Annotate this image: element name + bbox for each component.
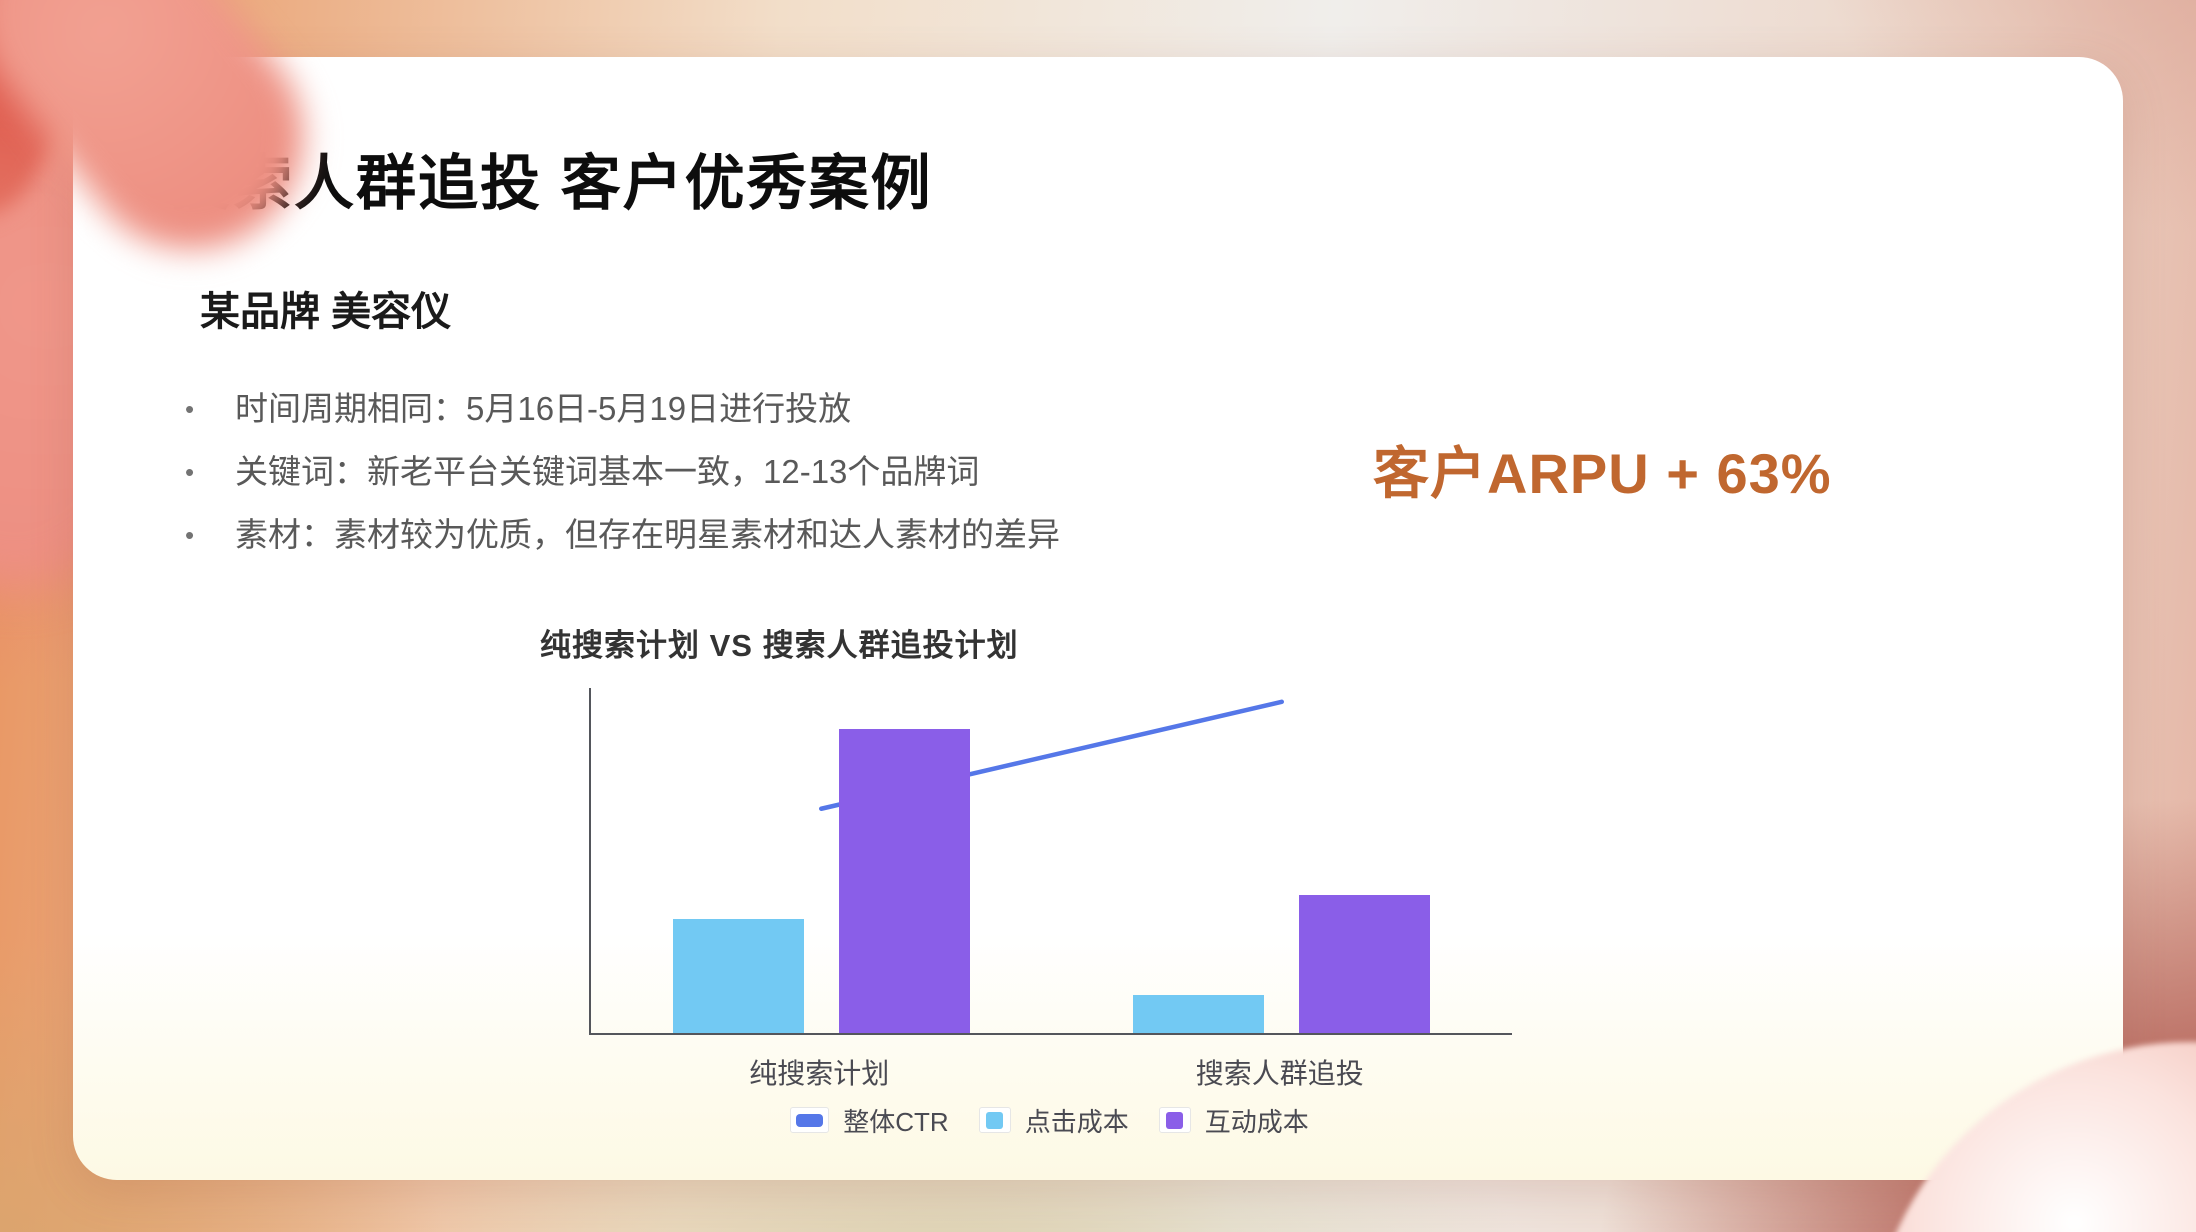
bullet-text: 时间周期相同：5月16日-5月19日进行投放 — [235, 390, 852, 427]
legend-label: 点击成本 — [1024, 1106, 1129, 1137]
bullet-list: • 时间周期相同：5月16日-5月19日进行投放 • 关键词：新老平台关键词基本… — [185, 387, 1235, 576]
legend-bar-marker-icon — [1158, 1107, 1191, 1133]
slide-title: 搜索人群追投 客户优秀案例 — [170, 150, 933, 217]
bullet-item: • 关键词：新老平台关键词基本一致，12-13个品牌词 — [185, 450, 1235, 494]
bullet-item: • 素材：素材较为优质，但存在明星素材和达人素材的差异 — [185, 513, 1235, 557]
x-axis-labels: 纯搜索计划 搜索人群追投 — [589, 1052, 1510, 1092]
bullet-dot-icon: • — [185, 457, 195, 487]
chart-legend: 整体CTR 点击成本 互动成本 — [589, 1103, 1510, 1137]
bullet-dot-icon: • — [185, 520, 195, 550]
bar-互动成本 — [838, 729, 970, 1033]
x-axis-label: 搜索人群追投 — [1195, 1058, 1364, 1089]
chart-title: 纯搜索计划 VS 搜索人群追投计划 — [540, 628, 1019, 663]
slide-card: 搜索人群追投 客户优秀案例 某品牌 美容仪 • 时间周期相同：5月16日-5月1… — [73, 57, 2123, 1180]
chart-plot — [589, 688, 1512, 1035]
bar-点击成本 — [672, 919, 804, 1033]
bar-互动成本 — [1299, 895, 1431, 1033]
legend-item-互动成本: 互动成本 — [1158, 1102, 1309, 1139]
bullet-text: 关键词：新老平台关键词基本一致，12-13个品牌词 — [235, 453, 980, 490]
legend-item-点击成本: 点击成本 — [978, 1102, 1129, 1139]
arpu-highlight: 客户ARPU + 63% — [1373, 442, 1832, 505]
bullet-dot-icon: • — [185, 394, 195, 424]
bar-点击成本 — [1133, 995, 1265, 1033]
legend-item-整体CTR: 整体CTR — [790, 1102, 949, 1139]
x-axis-label: 纯搜索计划 — [749, 1058, 890, 1089]
legend-label: 互动成本 — [1204, 1106, 1309, 1137]
bullet-item: • 时间周期相同：5月16日-5月19日进行投放 — [185, 387, 1235, 431]
legend-label: 整体CTR — [843, 1106, 949, 1137]
bullet-text: 素材：素材较为优质，但存在明星素材和达人素材的差异 — [235, 516, 1060, 553]
legend-bar-marker-icon — [978, 1107, 1011, 1133]
legend-line-marker-icon — [790, 1107, 830, 1133]
slide-subtitle: 某品牌 美容仪 — [200, 290, 452, 334]
